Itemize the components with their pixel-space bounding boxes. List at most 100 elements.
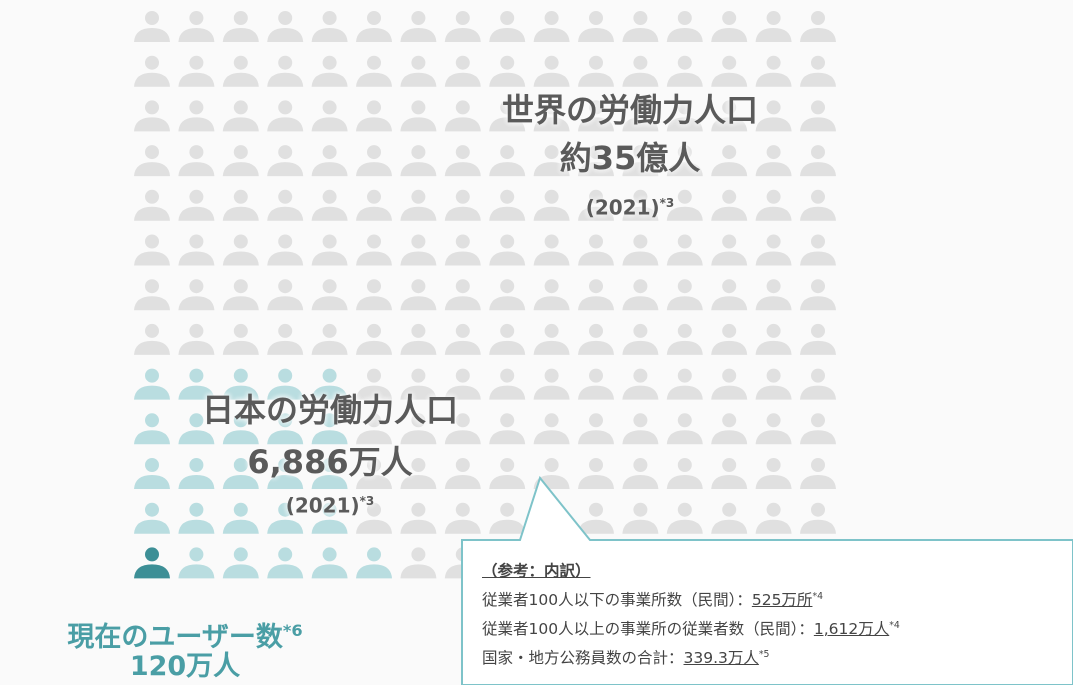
person-head (278, 234, 293, 249)
person-head (589, 234, 603, 249)
person-body (622, 117, 659, 132)
person-body (178, 162, 215, 177)
person-body (578, 206, 614, 221)
person-body (578, 519, 614, 534)
person-body (267, 564, 304, 579)
person-body (533, 117, 570, 132)
person-head (544, 368, 559, 383)
person-body (311, 117, 348, 132)
person-body (400, 296, 437, 311)
person-head (500, 55, 515, 70)
person-body (489, 475, 526, 489)
person-head (633, 189, 648, 204)
person-body (222, 519, 259, 534)
person-head (322, 189, 337, 204)
person-head (145, 502, 159, 517)
person-head (811, 11, 825, 25)
person-body (800, 475, 836, 489)
person-body (356, 564, 392, 579)
person-body (222, 251, 259, 266)
person-body (755, 206, 792, 221)
person-head (322, 100, 337, 115)
person-body (489, 296, 526, 311)
person-head (189, 145, 204, 160)
breakdown-heading: （参考：内訳） (482, 562, 591, 580)
person-head (278, 55, 293, 70)
person-head (367, 368, 381, 383)
person-head (455, 368, 470, 383)
person-head (189, 323, 204, 338)
person-body (267, 72, 304, 87)
person-body (800, 72, 836, 87)
person-body (178, 430, 215, 445)
person-head (811, 55, 825, 70)
person-body (222, 385, 259, 400)
person-head (500, 502, 515, 517)
person-body (444, 162, 481, 177)
person-body (755, 475, 792, 489)
person-head (589, 189, 603, 204)
person-head (322, 413, 337, 428)
person-head (500, 189, 515, 204)
person-body (356, 519, 392, 534)
person-head (189, 11, 204, 25)
person-body (134, 385, 170, 400)
person-body (444, 28, 481, 42)
person-body (444, 519, 481, 534)
person-body (666, 162, 703, 177)
person-head (544, 279, 559, 294)
person-head (189, 413, 204, 428)
person-head (189, 279, 204, 294)
person-body (267, 519, 304, 534)
person-head (766, 323, 781, 338)
person-head (544, 55, 559, 70)
person-body (489, 340, 526, 355)
person-head (233, 323, 248, 338)
person-body (267, 340, 304, 355)
item-label: 従業者100人以下の事業所数（民間）： (482, 591, 752, 610)
person-body (267, 385, 304, 400)
person-body (755, 72, 792, 87)
person-head (722, 279, 737, 294)
person-head (145, 55, 159, 70)
person-head (367, 145, 381, 160)
person-body (311, 251, 348, 266)
person-body (578, 251, 614, 266)
person-head (677, 100, 692, 115)
person-body (578, 475, 614, 489)
person-body (222, 206, 259, 221)
item-note: *4 (812, 591, 824, 602)
person-body (178, 117, 215, 132)
person-body (489, 385, 526, 400)
person-head (367, 100, 381, 115)
person-body (356, 475, 392, 489)
person-head (722, 145, 737, 160)
person-body (400, 385, 437, 400)
person-head (589, 145, 603, 160)
japan-year: (2021)*3 (130, 488, 530, 519)
person-head (455, 11, 470, 25)
person-body (400, 564, 437, 579)
person-body (578, 340, 614, 355)
person-head (677, 368, 692, 383)
person-head (278, 413, 293, 428)
person-body (489, 72, 526, 87)
person-body (222, 117, 259, 132)
item-value: 339.3万人 (683, 649, 759, 668)
person-head (322, 458, 337, 472)
person-body (622, 28, 659, 42)
person-head (367, 323, 381, 338)
person-body (222, 72, 259, 87)
person-body (267, 430, 304, 445)
person-body (178, 72, 215, 87)
person-head (722, 189, 737, 204)
person-body (356, 251, 392, 266)
person-head (145, 145, 159, 160)
person-head (411, 55, 426, 70)
person-body (666, 117, 703, 132)
person-head (677, 145, 692, 160)
person-body (711, 430, 748, 445)
person-body (400, 475, 437, 489)
